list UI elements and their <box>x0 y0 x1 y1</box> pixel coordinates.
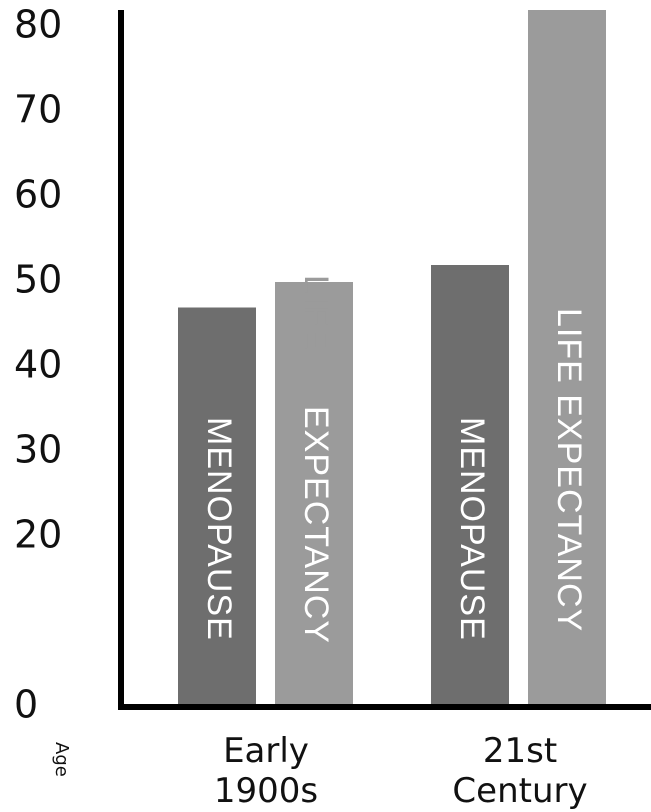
y-tick-label: 50 <box>14 258 62 302</box>
bar-labels: MENOPAUSE EXPECTANCY LIFE MENOPAUSE LIFE EXP… <box>200 275 588 644</box>
bar-menopause-0 <box>178 307 256 707</box>
x-category-label: Early <box>223 731 309 771</box>
y-axis-label: Age <box>51 742 72 777</box>
y-tick-label: 40 <box>14 343 62 387</box>
bar-label: EXPECTANCY <box>297 406 335 644</box>
y-tick-label: 80 <box>14 3 62 47</box>
x-category-label: 21st <box>483 731 557 771</box>
y-tick-label: 70 <box>14 88 62 132</box>
x-category-label: Century <box>452 771 587 811</box>
y-tick-label: 60 <box>14 173 62 217</box>
bar-label: LIFE <box>297 275 335 351</box>
bar-life-expectancy-0 <box>275 282 353 707</box>
bar-label: LIFE EXPECTANCY <box>550 308 588 632</box>
y-tick-label: 20 <box>14 513 62 557</box>
bars <box>178 10 606 707</box>
bar-life-expectancy-1 <box>528 10 606 707</box>
y-axis-ticks: 02030405060708090 <box>14 3 62 727</box>
x-category-label: 1900s <box>214 771 318 811</box>
y-tick-label: 0 <box>14 683 38 727</box>
y-tick-label: 30 <box>14 428 62 472</box>
bar-label: MENOPAUSE <box>453 417 491 641</box>
bar-label: MENOPAUSE <box>200 417 238 641</box>
bar-menopause-1 <box>431 265 509 707</box>
